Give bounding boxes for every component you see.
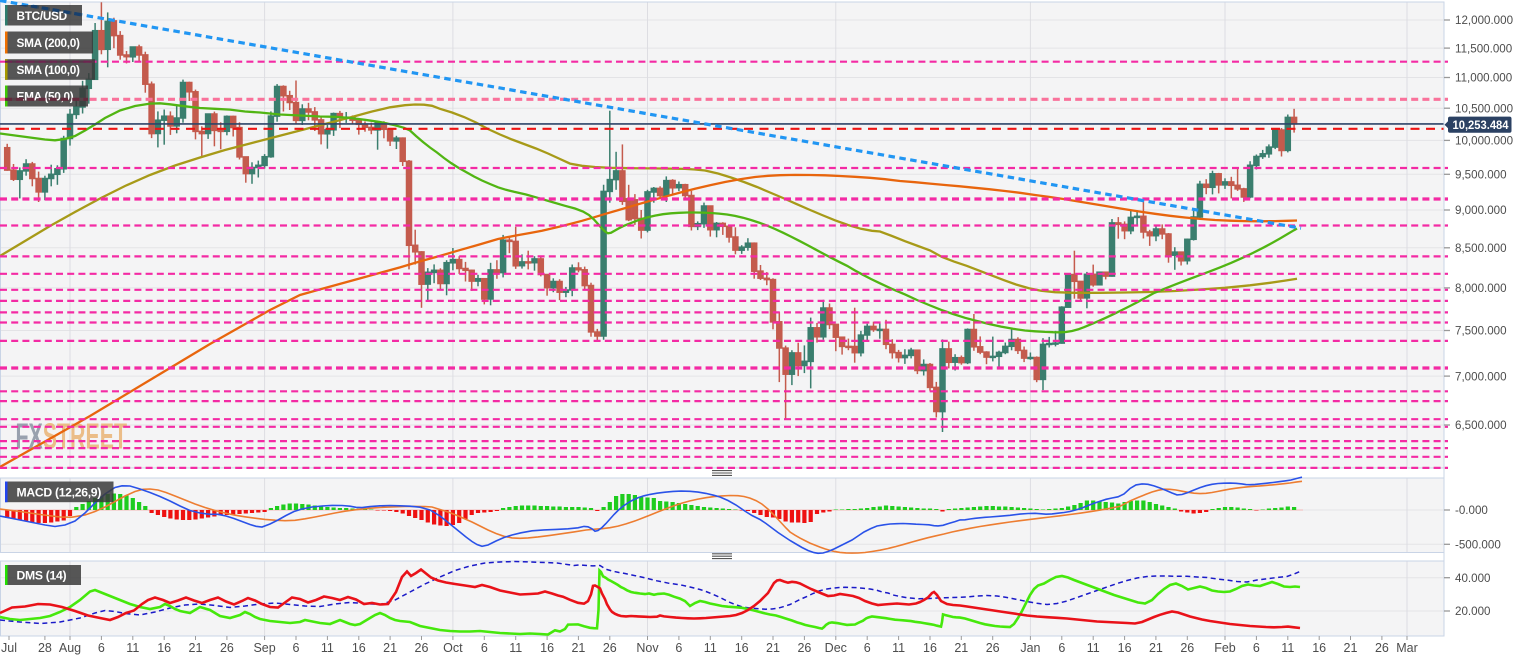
svg-text:20.000: 20.000 bbox=[1455, 605, 1490, 618]
svg-text:Nov: Nov bbox=[636, 641, 659, 655]
svg-text:11: 11 bbox=[321, 641, 334, 655]
svg-text:21: 21 bbox=[1149, 641, 1163, 655]
svg-text:11: 11 bbox=[509, 641, 522, 655]
svg-text:9,500.000: 9,500.000 bbox=[1455, 169, 1507, 182]
svg-text:MACD (12,26,9): MACD (12,26,9) bbox=[17, 486, 102, 500]
svg-text:16: 16 bbox=[1118, 641, 1132, 655]
svg-text:40.000: 40.000 bbox=[1455, 572, 1490, 585]
svg-text:6: 6 bbox=[481, 641, 488, 655]
svg-text:26: 26 bbox=[603, 641, 617, 655]
svg-text:Jan: Jan bbox=[1020, 641, 1040, 655]
svg-text:-500.000: -500.000 bbox=[1455, 539, 1501, 552]
svg-text:6: 6 bbox=[864, 641, 871, 655]
svg-text:6: 6 bbox=[293, 641, 300, 655]
svg-text:10,500.000: 10,500.000 bbox=[1455, 102, 1513, 115]
svg-text:11,500.000: 11,500.000 bbox=[1455, 42, 1512, 55]
svg-text:11: 11 bbox=[704, 641, 717, 655]
svg-text:6: 6 bbox=[675, 641, 682, 655]
svg-text:EMA (50,0): EMA (50,0) bbox=[17, 90, 74, 104]
svg-text:DMS (14): DMS (14) bbox=[17, 569, 67, 583]
svg-text:7,500.000: 7,500.000 bbox=[1455, 325, 1507, 338]
svg-text:6,500.000: 6,500.000 bbox=[1455, 419, 1507, 432]
svg-text:21: 21 bbox=[189, 641, 203, 655]
svg-text:26: 26 bbox=[1375, 641, 1389, 655]
svg-text:11,000.000: 11,000.000 bbox=[1455, 72, 1512, 85]
svg-text:21: 21 bbox=[1344, 641, 1358, 655]
svg-text:FXSTREET: FXSTREET bbox=[16, 417, 127, 457]
svg-text:26: 26 bbox=[220, 641, 234, 655]
svg-text:16: 16 bbox=[157, 641, 171, 655]
svg-text:11: 11 bbox=[892, 641, 905, 655]
svg-text:26: 26 bbox=[415, 641, 429, 655]
svg-text:9,000.000: 9,000.000 bbox=[1455, 204, 1507, 217]
svg-text:28: 28 bbox=[38, 641, 52, 655]
svg-text:21: 21 bbox=[766, 641, 780, 655]
svg-text:11: 11 bbox=[1087, 641, 1100, 655]
svg-text:16: 16 bbox=[540, 641, 554, 655]
svg-text:BTC/USD: BTC/USD bbox=[17, 9, 68, 23]
svg-text:21: 21 bbox=[383, 641, 397, 655]
svg-text:16: 16 bbox=[352, 641, 366, 655]
svg-text:6: 6 bbox=[1253, 641, 1260, 655]
svg-text:Dec: Dec bbox=[825, 641, 847, 655]
svg-text:Jul: Jul bbox=[1, 641, 17, 655]
svg-text:16: 16 bbox=[735, 641, 749, 655]
svg-text:-0.000: -0.000 bbox=[1455, 504, 1488, 517]
svg-text:11: 11 bbox=[1281, 641, 1294, 655]
svg-text:21: 21 bbox=[954, 641, 968, 655]
svg-text:26: 26 bbox=[797, 641, 811, 655]
svg-text:8,000.000: 8,000.000 bbox=[1455, 282, 1507, 295]
svg-text:SMA (100,0): SMA (100,0) bbox=[17, 63, 81, 77]
svg-text:Sep: Sep bbox=[253, 641, 275, 655]
svg-text:10,253.484: 10,253.484 bbox=[1453, 118, 1509, 132]
svg-text:12,000.000: 12,000.000 bbox=[1455, 14, 1513, 27]
svg-text:10,000.000: 10,000.000 bbox=[1455, 135, 1513, 148]
svg-text:21: 21 bbox=[571, 641, 585, 655]
svg-text:6: 6 bbox=[98, 641, 105, 655]
svg-text:SMA (200,0): SMA (200,0) bbox=[17, 36, 81, 50]
svg-text:26: 26 bbox=[1180, 641, 1194, 655]
svg-text:Mar: Mar bbox=[1396, 641, 1418, 655]
svg-text:8,500.000: 8,500.000 bbox=[1455, 242, 1507, 255]
svg-text:7,000.000: 7,000.000 bbox=[1455, 370, 1507, 383]
svg-text:Oct: Oct bbox=[443, 641, 463, 655]
svg-text:16: 16 bbox=[1312, 641, 1326, 655]
svg-text:Aug: Aug bbox=[59, 641, 81, 655]
svg-text:6: 6 bbox=[1058, 641, 1065, 655]
svg-text:Feb: Feb bbox=[1214, 641, 1236, 655]
svg-text:26: 26 bbox=[986, 641, 1000, 655]
svg-text:16: 16 bbox=[923, 641, 937, 655]
svg-text:11: 11 bbox=[126, 641, 139, 655]
